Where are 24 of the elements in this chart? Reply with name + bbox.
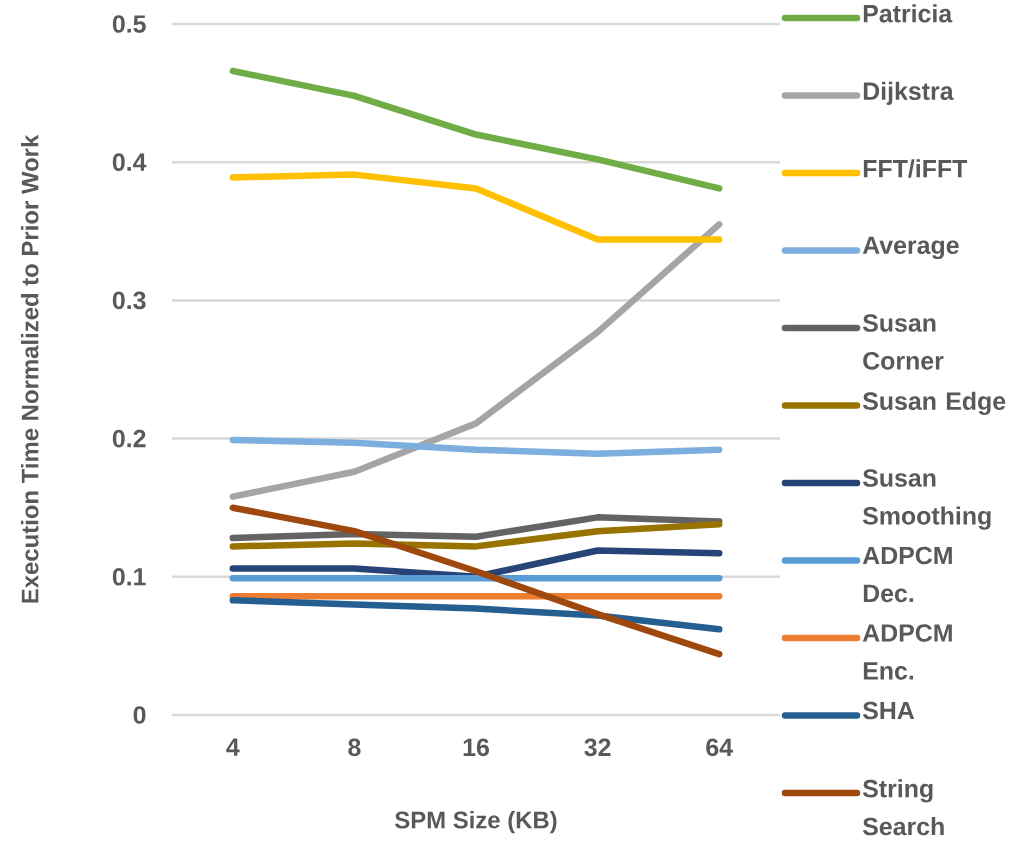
y-tick-label: 0.2 [112, 429, 146, 448]
legend-label: Susan Corner [862, 314, 944, 370]
legend-label: Susan Edge [862, 391, 1006, 416]
x-axis-title: SPM Size (KB) [394, 810, 557, 834]
legend-label: Average [862, 236, 959, 260]
legend-label: Susan Smoothing [862, 469, 991, 530]
legend-label: FFT/iFFT [863, 159, 968, 178]
x-tick-label: 16 [463, 738, 489, 757]
legend-label: String Search [862, 779, 944, 836]
y-tick-label: 0 [133, 706, 146, 724]
y-tick-label: 0.4 [112, 153, 147, 172]
x-tick-label: 32 [584, 738, 611, 757]
y-tick-label: 0.3 [112, 291, 146, 310]
y-axis-title: Execution Time Normalized to Prior Work [20, 134, 39, 603]
x-tick-label: 64 [706, 738, 733, 757]
legend-label: ADPCM Enc. [862, 624, 952, 680]
y-tick-label: 0.1 [112, 567, 146, 586]
legend-label: ADPCM Dec. [862, 546, 952, 603]
legend-label: Patricia [863, 4, 953, 23]
legend-label: Dijkstra [863, 81, 954, 105]
legend-label: SHA [862, 701, 915, 720]
y-tick-label: 0.5 [112, 15, 146, 33]
x-tick-label: 4 [226, 738, 240, 756]
x-tick-label: 8 [348, 738, 361, 757]
